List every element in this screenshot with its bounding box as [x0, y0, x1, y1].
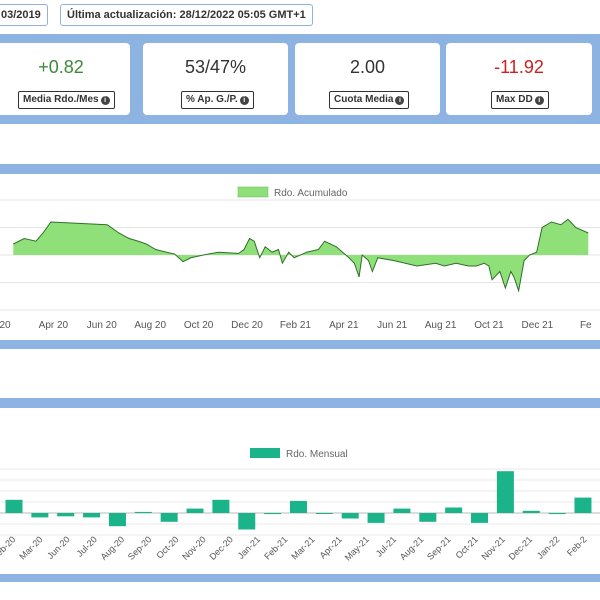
stat-label-text: % Ap. G./P.	[186, 94, 238, 105]
x-tick-label: Aug 20	[134, 320, 166, 331]
info-circle-icon[interactable]: i	[534, 96, 544, 105]
monthly-bar	[108, 513, 126, 527]
x-tick-label: Oct-20	[154, 534, 180, 560]
x-tick-label: Jul-21	[374, 534, 398, 558]
monthly-bar	[186, 508, 204, 513]
x-tick-label: Aug-20	[99, 534, 127, 562]
monthly-bar	[445, 507, 463, 513]
x-tick-label: Jul-20	[75, 534, 99, 558]
monthly-bar	[419, 513, 437, 522]
x-tick-label: Jan-21	[236, 534, 263, 561]
stat-card-cuota-media: 2.00 Cuota Media i	[295, 43, 440, 115]
x-tick-label: Aug-21	[398, 534, 426, 562]
panel-border-bottom-monthly	[0, 574, 600, 582]
x-tick-label: Jun 21	[377, 320, 407, 331]
stat-label-cuota-media[interactable]: Cuota Media i	[329, 91, 410, 109]
panel-border-top-monthly	[0, 398, 600, 408]
x-tick-label: Sep-21	[425, 534, 453, 562]
legend-label-monthly: Rdo. Mensual	[286, 449, 348, 460]
monthly-bar	[57, 513, 75, 517]
monthly-bar	[83, 513, 101, 518]
x-tick-label: May-21	[343, 534, 371, 562]
stats-panel: +0.82 Media Rdo./Mes i 53/47% % Ap. G./P.…	[0, 34, 600, 124]
monthly-bar	[289, 500, 307, 513]
legend-swatch-cumulative	[237, 186, 269, 198]
x-tick-label: Nov-20	[180, 534, 208, 562]
monthly-bar	[393, 508, 411, 513]
x-tick-label: Jan-22	[535, 534, 562, 561]
cumulative-chart: Rdo. Acumulado 20 Apr 20 Jun 20 Aug 20 Oct 20…	[0, 186, 600, 331]
x-tick-label: Oct-21	[454, 534, 480, 560]
stat-label-max-dd[interactable]: Max DD i	[491, 91, 549, 109]
x-tick-label: Apr-21	[318, 534, 344, 560]
x-tick-label: Apr 20	[39, 320, 69, 331]
x-tick-label: Dec 21	[522, 320, 554, 331]
monthly-chart-panel: Rdo. Mensual Feb-20 Mar-20 Jun-20 Jul-20 Aug-…	[0, 408, 600, 574]
x-tick-label: Jun-20	[45, 534, 72, 561]
x-tick-label: Feb-2	[565, 534, 589, 558]
stat-label-text: Max DD	[496, 94, 533, 105]
x-tick-label: Oct 21	[474, 320, 504, 331]
x-tick-label: Dec 20	[231, 320, 263, 331]
x-tick-label: Jun 20	[87, 320, 117, 331]
monthly-bar	[315, 513, 333, 514]
monthly-bar	[496, 471, 514, 513]
monthly-bar	[264, 513, 282, 515]
x-tick-label: Mar-20	[17, 534, 44, 561]
monthly-bar	[522, 510, 540, 513]
x-tick-label: Nov-21	[479, 534, 507, 562]
stat-value-aciertos: 53/47%	[184, 57, 247, 77]
monthly-bar	[212, 499, 230, 513]
x-tick-label: Feb 21	[280, 320, 312, 331]
monthly-bar	[31, 513, 49, 518]
stat-card-max-dd: -11.92 Max DD i	[446, 43, 592, 115]
x-tick-label: Feb-21	[262, 534, 289, 561]
stat-label-text: Cuota Media	[334, 94, 394, 105]
stat-label-text: Media Rdo./Mes	[23, 94, 99, 105]
start-date-badge: 03/2019	[0, 4, 48, 26]
legend-swatch-monthly	[250, 448, 280, 458]
monthly-bar	[471, 513, 489, 523]
x-tick-label: Dec-20	[207, 534, 235, 562]
x-tick-label: Sep-20	[126, 534, 154, 562]
monthly-bar	[574, 497, 592, 513]
x-tick-label: Apr 21	[329, 320, 359, 331]
cumulative-chart-panel: Rdo. Acumulado 20 Apr 20 Jun 20 Aug 20 Oct 20…	[0, 174, 600, 340]
x-tick-label: Dec-21	[507, 534, 535, 562]
monthly-bar	[341, 513, 359, 519]
info-circle-icon[interactable]: i	[100, 96, 110, 105]
stat-value-max-dd: -11.92	[494, 57, 544, 77]
x-tick-label: Feb-20	[0, 534, 17, 561]
stat-label-aciertos[interactable]: % Ap. G./P. i	[181, 91, 254, 109]
x-tick-label: Oct 20	[184, 320, 214, 331]
monthly-bar	[548, 513, 566, 515]
x-tick-label: Mar-21	[289, 534, 316, 561]
info-circle-icon[interactable]: i	[239, 96, 249, 105]
monthly-bar	[238, 513, 256, 530]
stat-value-media-rdo: +0.82	[38, 57, 84, 77]
info-circle-icon[interactable]: i	[395, 96, 405, 105]
monthly-bar	[367, 513, 385, 523]
stat-card-media-rdo: +0.82 Media Rdo./Mes i	[0, 43, 130, 115]
x-tick-label: Fe	[580, 320, 592, 331]
monthly-bar	[134, 511, 152, 513]
panel-border-bottom-cumulative	[0, 340, 600, 349]
stat-label-media-rdo[interactable]: Media Rdo./Mes i	[18, 91, 115, 109]
monthly-bar	[160, 513, 178, 522]
monthly-bar	[5, 499, 23, 513]
x-tick-label: Aug 21	[425, 320, 457, 331]
stat-value-cuota-media: 2.00	[349, 57, 386, 77]
legend-label-cumulative: Rdo. Acumulado	[274, 188, 348, 199]
last-update-badge: Última actualización: 28/12/2022 05:05 G…	[60, 4, 313, 26]
panel-border-top-cumulative	[0, 164, 600, 174]
cumulative-line	[13, 218, 589, 293]
x-tick-label: 20	[0, 320, 11, 331]
stat-card-aciertos: 53/47% % Ap. G./P. i	[143, 43, 288, 115]
